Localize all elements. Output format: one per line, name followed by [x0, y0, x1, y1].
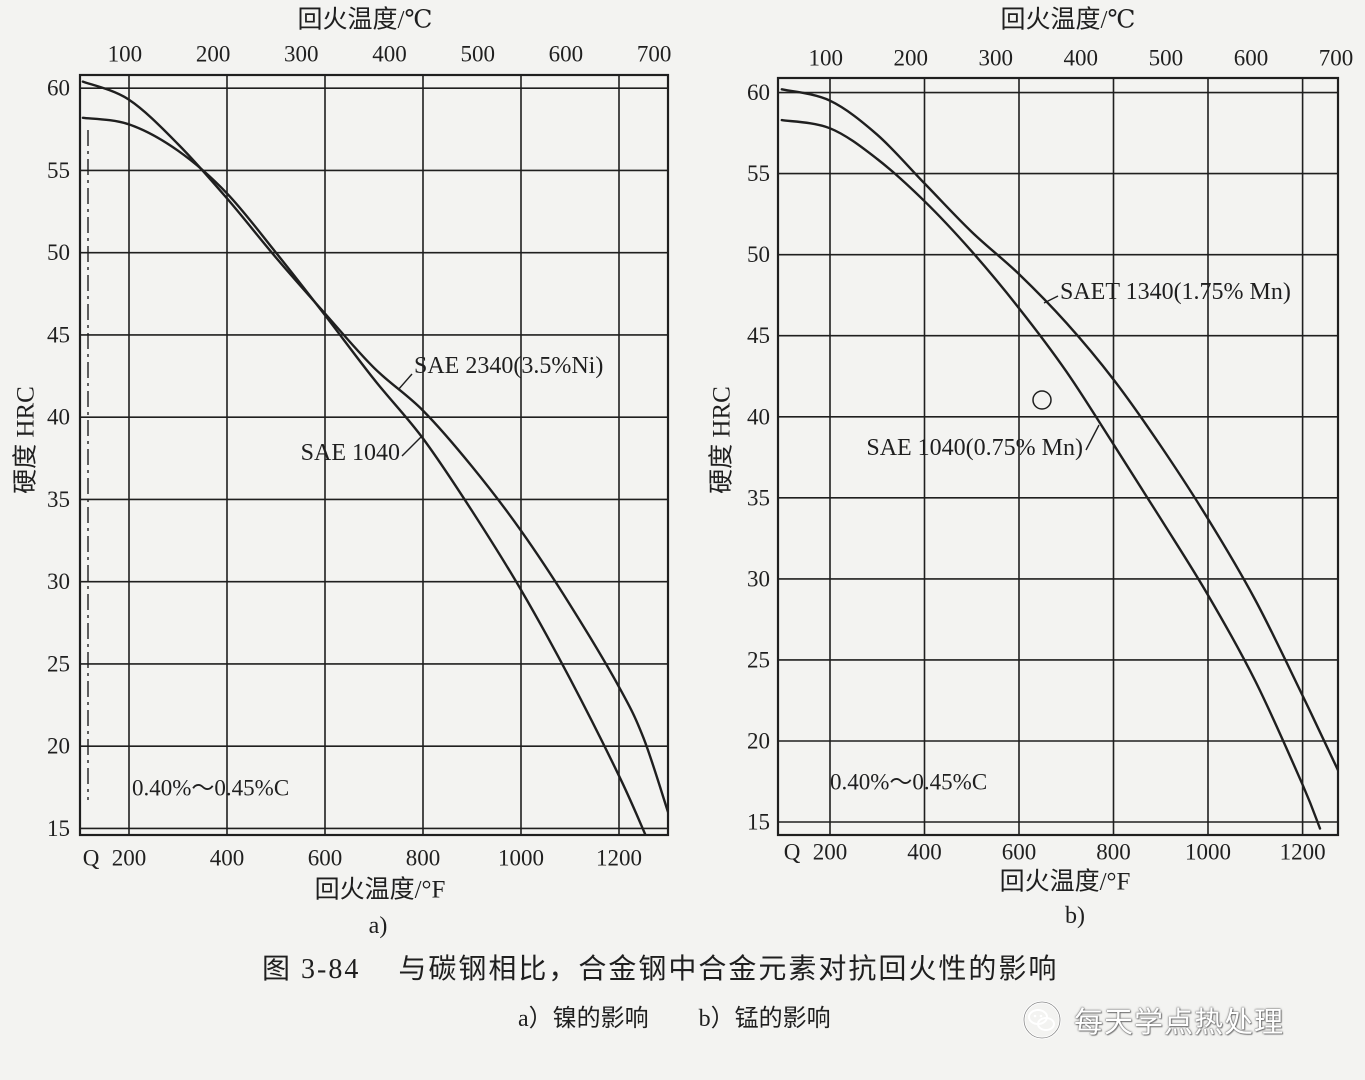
x-origin-label: Q	[83, 846, 100, 871]
series-label-leader	[401, 436, 422, 457]
y-tick-label: 45	[47, 322, 70, 347]
y-tick-label: 45	[747, 323, 770, 348]
subcaption-b: b）锰的影响	[698, 1006, 831, 1032]
x-tick-label-fahrenheit: 200	[112, 846, 147, 871]
x-tick-label-fahrenheit: 600	[1002, 840, 1037, 865]
figure-number: 图 3-84	[262, 954, 361, 985]
x2-tick-label-celsius: 200	[196, 42, 231, 67]
x2-tick-label-celsius: 500	[460, 42, 495, 67]
x-tick-label-fahrenheit: 1000	[498, 846, 544, 871]
figure-caption: 图 3-84 与碳钢相比，合金钢中合金元素对抗回火性的影响	[262, 950, 1058, 990]
x2-tick-label-celsius: 700	[637, 42, 672, 67]
series-line-1	[81, 80, 668, 814]
figure-subcaption: a）镍的影响 b）锰的影响	[518, 1002, 831, 1036]
y-axis-title: 硬度 HRC	[12, 386, 40, 494]
x2-tick-label-celsius: 600	[549, 42, 584, 67]
y-tick-label: 30	[747, 566, 770, 591]
series-label-leader	[397, 373, 413, 391]
y-tick-label: 35	[47, 487, 70, 512]
top-axis-title: 回火温度/℃	[1001, 6, 1136, 34]
y-tick-label: 20	[47, 734, 70, 759]
y-tick-label: 55	[747, 161, 770, 186]
x2-tick-label-celsius: 300	[284, 42, 319, 67]
y-tick-label: 60	[47, 76, 70, 101]
top-axis-title: 回火温度/℃	[298, 6, 433, 34]
x2-tick-label-celsius: 400	[1064, 46, 1099, 71]
figure-title: 与碳钢相比，合金钢中合金元素对抗回火性的影响	[398, 954, 1059, 985]
y-tick-label: 15	[747, 810, 770, 835]
y-tick-label: 30	[47, 569, 70, 594]
watermark-text: 每天学点热处理	[1074, 1005, 1285, 1039]
y-tick-label: 40	[47, 405, 70, 430]
ring-mark	[1032, 390, 1052, 410]
y-axis-title: 硬度 HRC	[708, 386, 736, 494]
y-tick-label: 60	[747, 80, 770, 105]
y-tick-label: 35	[747, 485, 770, 510]
x-tick-label-fahrenheit: 400	[210, 846, 245, 871]
plot-frame	[78, 73, 670, 837]
plot-frame	[776, 76, 1340, 837]
series-label: SAET 1340(1.75% Mn)	[1060, 279, 1291, 305]
x2-tick-label-celsius: 100	[808, 46, 843, 71]
y-tick-label: 50	[747, 242, 770, 267]
x-tick-label-fahrenheit: 800	[406, 846, 441, 871]
x-tick-label-fahrenheit: 800	[1096, 840, 1131, 865]
series-label: SAE 1040(0.75% Mn)	[866, 435, 1083, 461]
subcaption-a: a）镍的影响	[518, 1006, 649, 1032]
x-tick-label-fahrenheit: 200	[813, 840, 848, 865]
carbon-range-annotation: 0.40%～0.45%C	[830, 770, 987, 795]
x-tick-label-fahrenheit: 600	[308, 846, 343, 871]
watermark: 每天学点热处理	[1020, 998, 1284, 1042]
y-tick-label: 50	[47, 240, 70, 265]
x-tick-label-fahrenheit: 1200	[1280, 840, 1326, 865]
carbon-range-annotation: 0.40%～0.45%C	[132, 776, 289, 801]
bottom-axis-title: 回火温度/°F	[1000, 868, 1131, 896]
x2-tick-label-celsius: 400	[372, 42, 407, 67]
x2-tick-label-celsius: 100	[108, 42, 143, 67]
y-tick-label: 40	[747, 404, 770, 429]
y-tick-label: 15	[47, 816, 70, 841]
x2-tick-label-celsius: 600	[1234, 46, 1269, 71]
x2-tick-label-celsius: 300	[979, 46, 1014, 71]
series-line-2	[81, 116, 647, 835]
y-tick-label: 55	[47, 158, 70, 183]
series-line-2	[780, 118, 1322, 830]
y-tick-label: 25	[747, 647, 770, 672]
wechat-icon	[1020, 1000, 1064, 1040]
y-tick-label: 25	[47, 651, 70, 676]
x-tick-label-fahrenheit: 1000	[1185, 840, 1231, 865]
x2-tick-label-celsius: 700	[1319, 46, 1354, 71]
x2-tick-label-celsius: 500	[1149, 46, 1184, 71]
x2-tick-label-celsius: 200	[893, 46, 928, 71]
x-tick-label-fahrenheit: 400	[907, 840, 942, 865]
series-line-1	[780, 88, 1338, 772]
series-label-leader	[1043, 295, 1059, 304]
chart-panel-1: 15 20 25 30 35 40 45 50 55 60 200 400 600 800 1000 1200…	[12, 6, 672, 940]
y-tick-label: 20	[747, 729, 770, 754]
panel-label: a)	[369, 913, 388, 939]
x-tick-label-fahrenheit: 1200	[596, 846, 642, 871]
chart-panel-2: 15 20 25 30 35 40 45 50 55 60 200 400 600 800 1000 1200…	[708, 6, 1354, 930]
x-origin-label: Q	[784, 840, 801, 865]
series-label: SAE 2340(3.5%Ni)	[414, 353, 603, 379]
bottom-axis-title: 回火温度/°F	[315, 876, 446, 904]
series-label: SAE 1040	[301, 440, 400, 466]
series-label-leader	[1085, 424, 1100, 451]
panel-label: b)	[1065, 903, 1085, 929]
